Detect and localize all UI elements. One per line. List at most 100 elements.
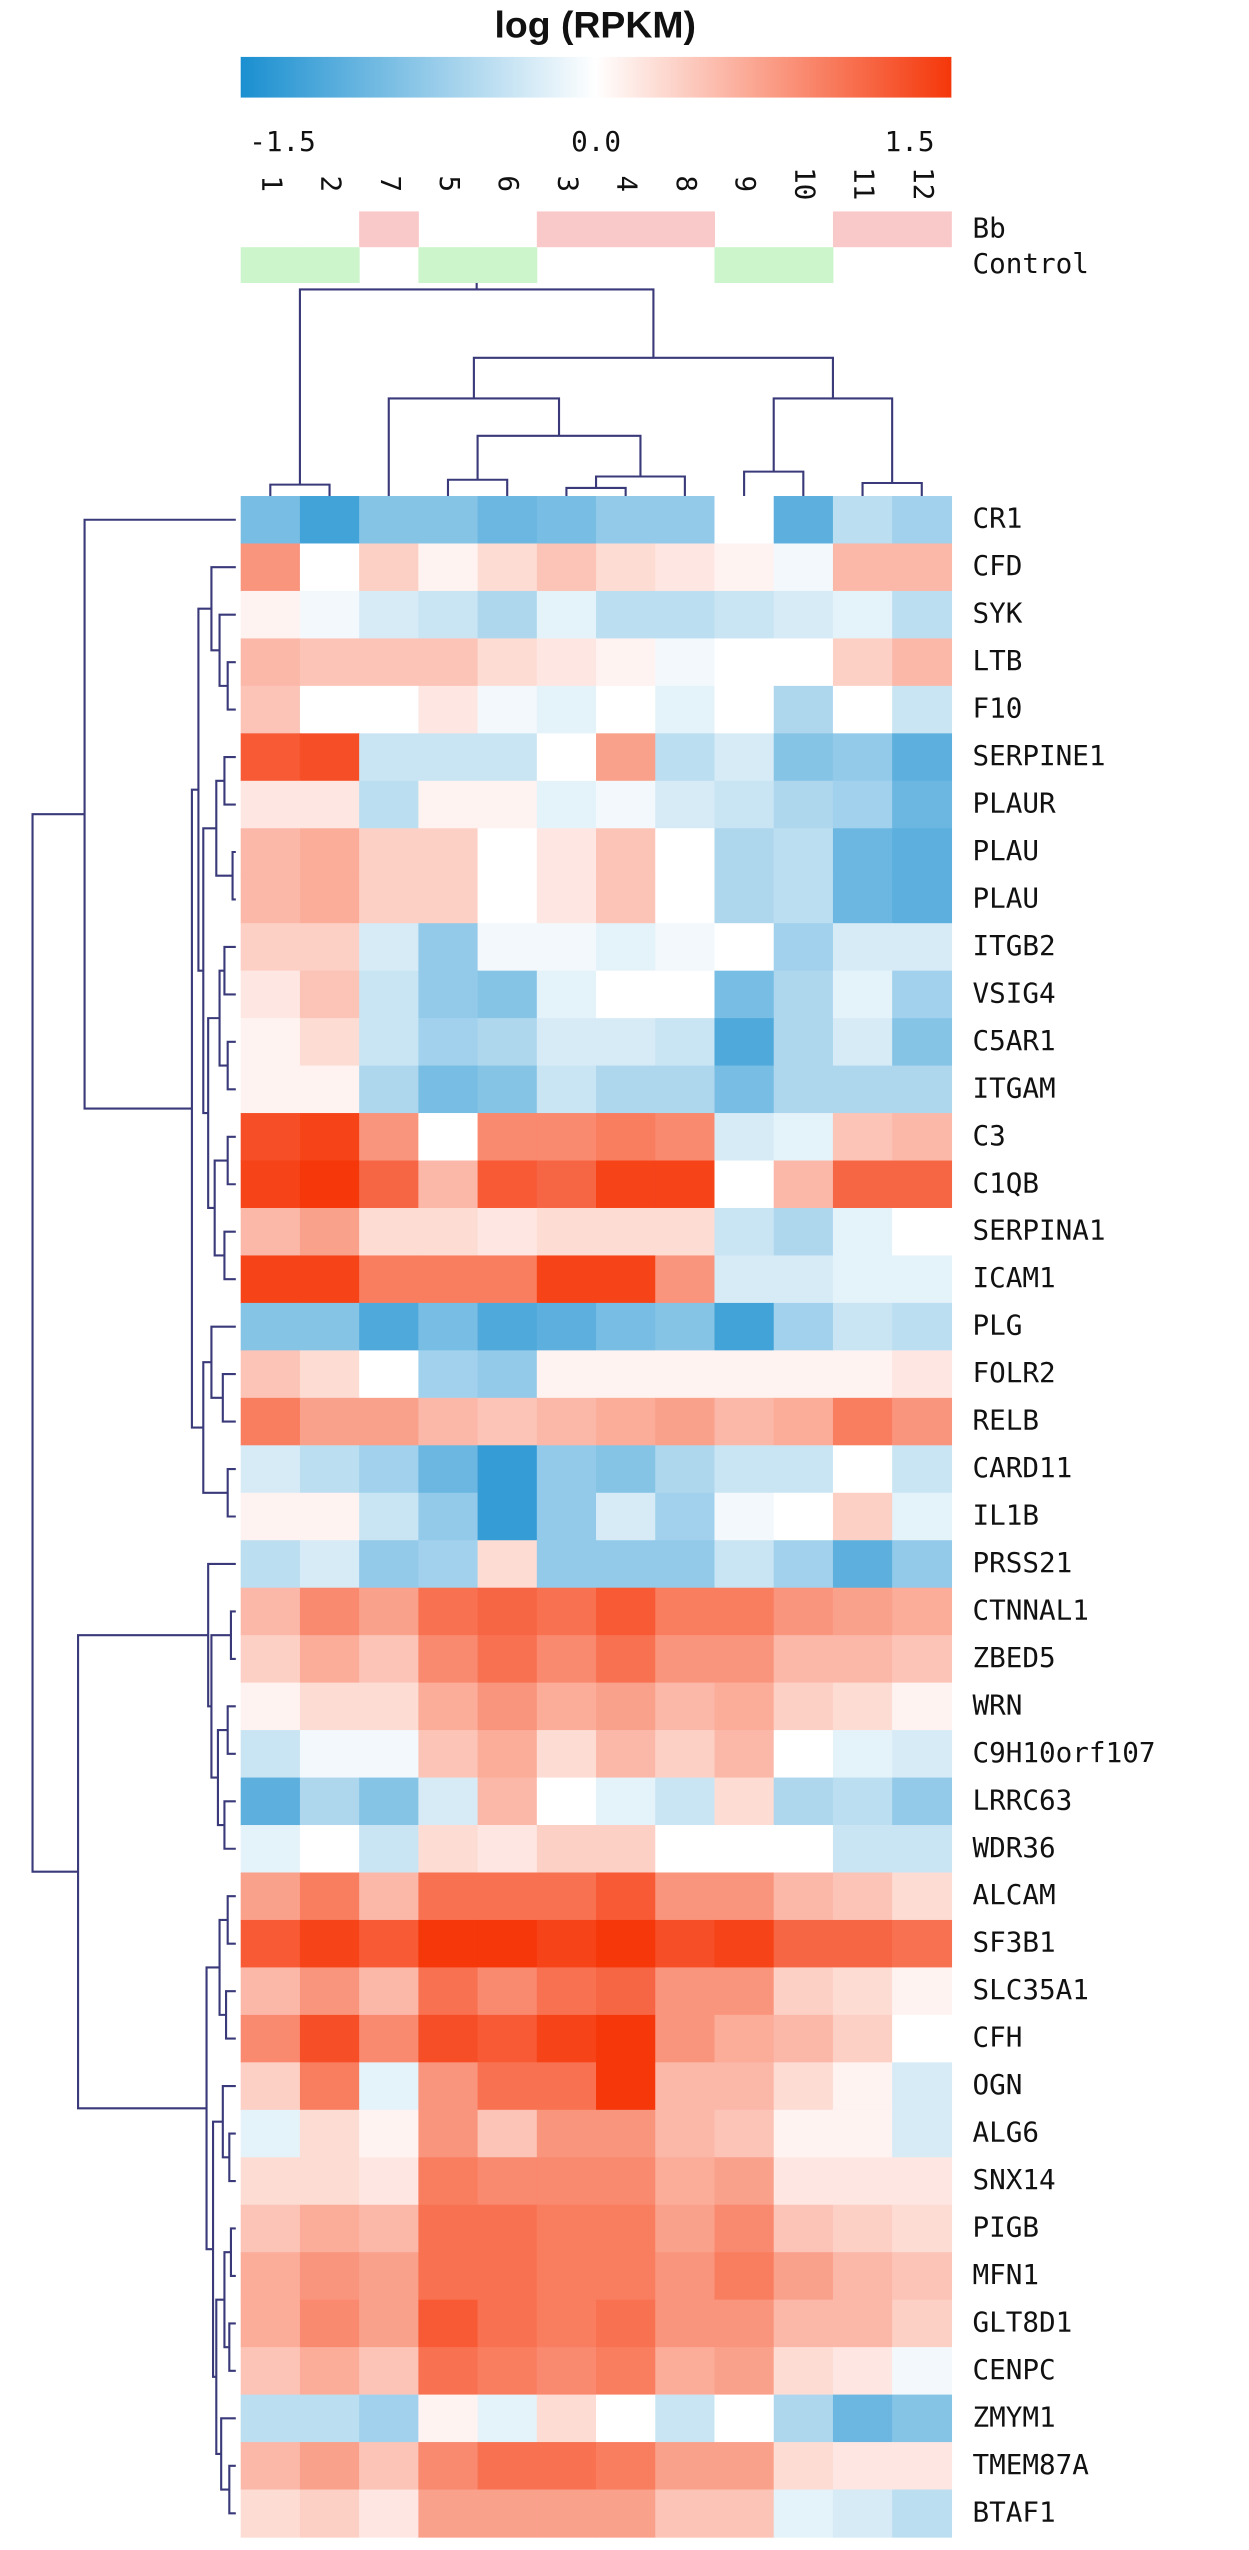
colorbar-tick-label: -1.5 xyxy=(249,125,316,158)
heat-cell xyxy=(477,2299,538,2348)
heat-cell xyxy=(536,2204,597,2253)
heat-cell xyxy=(892,1350,953,1399)
heat-cell xyxy=(536,1730,597,1779)
heat-cell xyxy=(536,543,597,592)
heat-cell xyxy=(714,828,775,877)
heat-cell xyxy=(299,970,360,1019)
heat-cell xyxy=(359,590,420,640)
row-label: PIGB xyxy=(973,2210,1040,2243)
row-label: SNX14 xyxy=(973,2163,1056,2196)
heat-cell xyxy=(359,1445,420,1494)
heat-cell xyxy=(359,2252,420,2301)
heat-cell xyxy=(536,1967,597,2016)
heat-cell xyxy=(359,875,420,924)
heat-cell xyxy=(477,1825,538,1874)
heat-cell xyxy=(892,733,953,782)
heat-cell xyxy=(477,1587,538,1636)
heat-cell xyxy=(596,2394,656,2443)
heat-cell xyxy=(299,2014,360,2063)
heat-cell xyxy=(596,1445,656,1494)
heat-cell xyxy=(773,1872,834,1921)
annotation-cell xyxy=(536,211,597,248)
heat-cell xyxy=(655,1587,716,1636)
heat-cell xyxy=(892,685,953,734)
heat-cell xyxy=(299,1207,360,1257)
heat-cell xyxy=(477,2489,538,2538)
heat-cell xyxy=(892,1445,953,1494)
row-label: SF3B1 xyxy=(973,1926,1056,1959)
heat-cell xyxy=(299,1635,360,1684)
heat-cell xyxy=(892,1872,953,1921)
heat-cell xyxy=(596,2157,656,2206)
heat-cell xyxy=(655,1492,716,1541)
heat-cell xyxy=(299,685,360,734)
heat-cell xyxy=(832,685,893,734)
heat-cell xyxy=(596,875,656,924)
heat-cell xyxy=(536,1445,597,1494)
heat-cell xyxy=(418,2299,479,2348)
heat-cell xyxy=(832,2394,893,2443)
heat-cell xyxy=(240,1018,301,1067)
heat-cell xyxy=(596,2204,656,2253)
dendrogram-branch xyxy=(472,356,834,399)
row-label: ALG6 xyxy=(973,2116,1040,2149)
heat-cell xyxy=(240,1540,301,1589)
heat-cell xyxy=(596,1587,656,1636)
row-label: BTAF1 xyxy=(973,2495,1056,2528)
heat-cell xyxy=(773,2204,834,2253)
dendrogram-branch xyxy=(226,1705,236,1755)
heat-cell xyxy=(773,638,834,687)
heat-cell xyxy=(714,638,775,687)
heat-cell xyxy=(359,1872,420,1921)
heat-cell xyxy=(655,1350,716,1399)
heat-cell xyxy=(240,923,301,972)
heat-cell xyxy=(773,2489,834,2538)
heat-cell xyxy=(477,1397,538,1446)
heat-cell xyxy=(536,1825,597,1874)
heat-cell xyxy=(299,2347,360,2396)
heat-cell xyxy=(299,1302,360,1352)
heat-cell xyxy=(240,496,301,545)
heat-cell xyxy=(832,875,893,924)
heat-cell xyxy=(477,1492,538,1541)
heat-cell xyxy=(832,1967,893,2016)
heat-cell xyxy=(418,1825,479,1874)
heat-cell xyxy=(655,590,716,640)
heat-cell xyxy=(773,780,834,829)
heat-cell xyxy=(773,1255,834,1304)
heat-cell xyxy=(773,2394,834,2443)
heat-cell xyxy=(299,1872,360,1921)
heat-cell xyxy=(714,1065,775,1114)
heat-cell xyxy=(773,828,834,877)
heat-cell xyxy=(714,543,775,592)
heat-cell xyxy=(477,1682,538,1731)
heat-cell xyxy=(714,1445,775,1494)
heat-cell xyxy=(892,1682,953,1731)
heat-cell xyxy=(299,1777,360,1826)
heat-cell xyxy=(773,1397,834,1446)
heat-cell xyxy=(299,733,360,782)
heat-cell xyxy=(299,2394,360,2443)
heat-cell xyxy=(655,2394,716,2443)
heat-cell xyxy=(477,590,538,640)
heat-cell xyxy=(655,1682,716,1731)
heat-cell xyxy=(536,2442,597,2491)
heat-cell xyxy=(596,2252,656,2301)
row-label: PLAUR xyxy=(973,787,1057,820)
heat-cell xyxy=(714,2299,775,2348)
heat-cell xyxy=(418,1207,479,1257)
heat-cell xyxy=(359,2347,420,2396)
row-label: C3 xyxy=(973,1119,1006,1152)
heat-cell xyxy=(240,590,301,640)
row-label: PRSS21 xyxy=(973,1546,1073,1579)
heat-cell xyxy=(359,1492,420,1541)
heat-cell xyxy=(240,638,301,687)
heat-cell xyxy=(536,970,597,1019)
heat-cell xyxy=(832,970,893,1019)
heat-cell xyxy=(359,685,420,734)
heat-cell xyxy=(536,2109,597,2158)
heat-cell xyxy=(359,1113,420,1162)
heat-cell xyxy=(240,2442,301,2491)
heat-cell xyxy=(596,2109,656,2158)
